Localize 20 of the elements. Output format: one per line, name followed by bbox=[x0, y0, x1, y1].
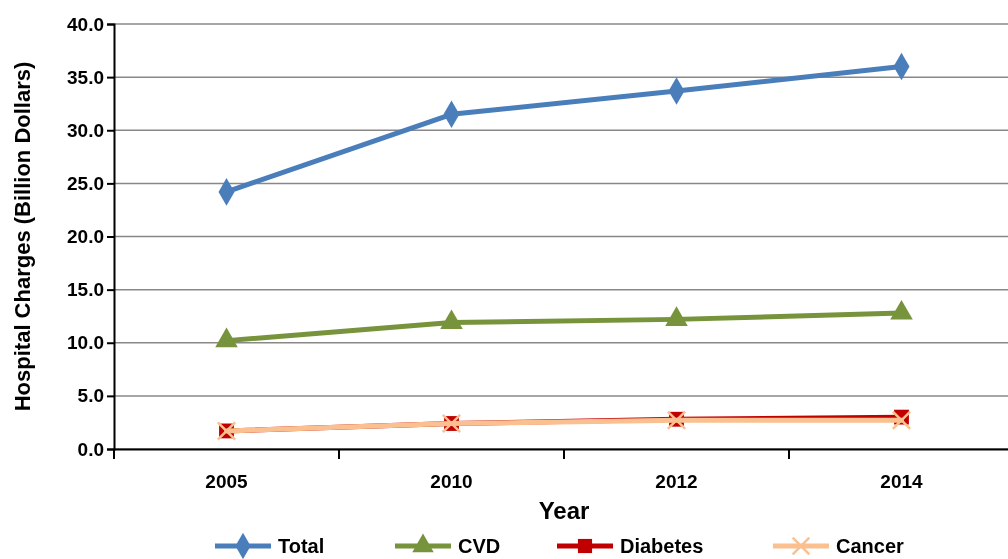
legend-label: Diabetes bbox=[620, 535, 704, 557]
y-tick-label: 0.0 bbox=[77, 438, 104, 460]
y-tick-label: 30.0 bbox=[67, 119, 104, 141]
x-tick-label: 2014 bbox=[880, 471, 924, 493]
y-tick-label: 25.0 bbox=[67, 172, 104, 194]
point bbox=[891, 410, 912, 431]
y-tick-label: 35.0 bbox=[67, 66, 104, 88]
x-tick-label: 2012 bbox=[655, 471, 698, 493]
y-tick-label: 5.0 bbox=[77, 385, 104, 407]
x-tick-label: 2010 bbox=[430, 471, 473, 493]
legend-label: Total bbox=[278, 535, 325, 557]
x-axis-title: Year bbox=[538, 497, 590, 524]
y-tick-label: 10.0 bbox=[67, 332, 104, 354]
y-tick-label: 40.0 bbox=[67, 13, 104, 35]
y-tick-label: 20.0 bbox=[67, 226, 104, 248]
x-tick-label: 2005 bbox=[205, 471, 249, 493]
y-axis-title: Hospital Charges (Billion Dollars) bbox=[10, 61, 35, 412]
legend-label: CVD bbox=[458, 535, 501, 557]
legend-label: Cancer bbox=[836, 535, 905, 557]
y-tick-label: 15.0 bbox=[67, 279, 104, 301]
